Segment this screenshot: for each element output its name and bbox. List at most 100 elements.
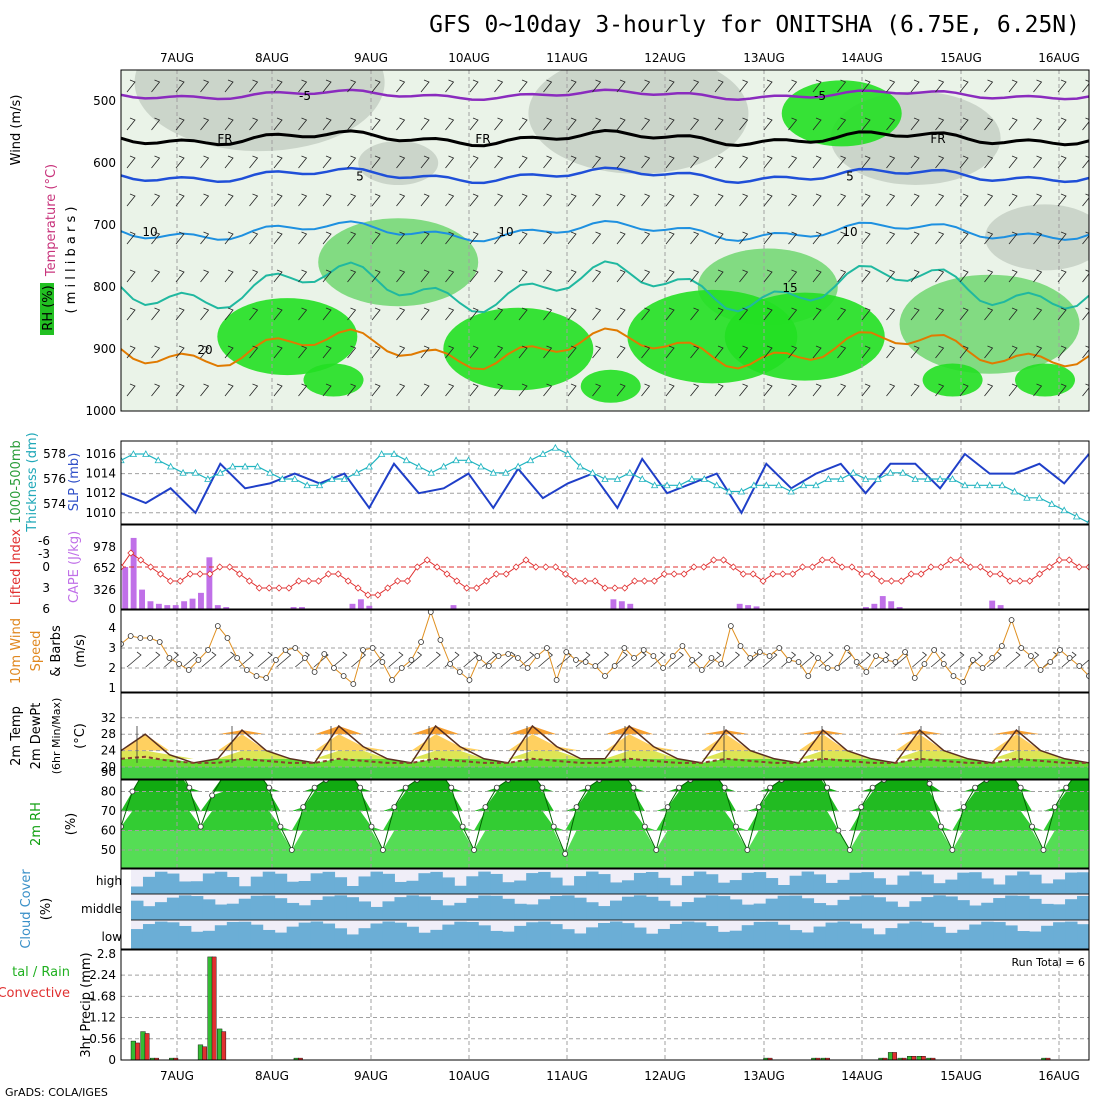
lifted-index-line-point	[394, 577, 402, 585]
top-date-label: 8AUG	[255, 51, 289, 65]
wind-barb	[175, 193, 185, 207]
wind-speed-line-point	[514, 655, 521, 661]
cloud-bar	[885, 901, 898, 920]
wind-speed-line-point	[447, 661, 454, 667]
wind-barb	[1082, 269, 1089, 283]
wind-barb	[273, 79, 283, 93]
cloud-bar	[310, 921, 324, 949]
wind-barb	[641, 345, 651, 359]
lifted-index-line-point	[571, 577, 579, 585]
cloud-bar	[981, 921, 994, 949]
cloud-bar	[693, 871, 707, 894]
rh-line-point	[653, 847, 660, 853]
rh-line-point	[323, 780, 329, 783]
temperature-contour	[121, 128, 1089, 148]
cloud-bar	[1017, 871, 1030, 894]
wind-barb	[714, 307, 724, 321]
lifted-index-line-point	[798, 563, 807, 571]
precip-convective-bar	[921, 1056, 926, 1060]
cape-bar	[172, 605, 179, 609]
tick-label: 90	[101, 765, 116, 779]
wind-barb	[739, 345, 749, 359]
cloud-bar	[969, 872, 982, 894]
rh-line-point	[482, 804, 489, 810]
wind-barb	[396, 79, 406, 93]
lifted-index-line-point	[759, 577, 767, 585]
wind-barb	[594, 651, 610, 668]
precip-total-bar	[907, 1056, 913, 1060]
wind-barb	[714, 345, 724, 359]
lifted-index-line-point	[719, 556, 728, 564]
rh-line-point	[881, 780, 887, 783]
wind-barb	[984, 269, 994, 283]
rh-line-point	[311, 784, 318, 791]
wind-speed-line-point	[921, 661, 928, 667]
cloud-bar	[1017, 931, 1030, 949]
precip-convective-bar	[911, 1056, 917, 1060]
wind-barb	[249, 269, 259, 283]
cloud-bar	[981, 902, 994, 920]
wind-barb	[371, 383, 381, 397]
wind-barb	[812, 307, 822, 321]
wind-barb	[665, 383, 675, 397]
cloud-bar	[538, 871, 551, 894]
thickness-line-point	[886, 468, 895, 476]
wind-barb	[322, 193, 332, 207]
cape-panel	[121, 525, 1089, 609]
wind-speed-line-point	[834, 665, 841, 671]
wind-barb	[812, 269, 822, 283]
wind-barb	[396, 307, 406, 321]
wind-barb	[886, 117, 896, 131]
lifted-index-line-point	[927, 563, 935, 571]
cloud-bar	[993, 898, 1006, 920]
rh-line-point	[539, 784, 546, 791]
cloud-bar	[873, 878, 886, 894]
lifted-index-line-point	[631, 577, 639, 585]
wind-barb	[175, 155, 185, 169]
thickness-line-point	[861, 475, 870, 482]
thickness-line-point	[762, 481, 771, 489]
cloud-bar	[370, 906, 383, 920]
thickness-line-point	[675, 481, 684, 489]
tick-label: 652	[93, 561, 116, 575]
wind-barb	[861, 193, 871, 207]
wind-barb	[494, 307, 504, 321]
wind-speed-line-point	[563, 649, 570, 655]
cloud-bar	[166, 922, 180, 949]
cloud-bar	[418, 932, 431, 949]
cloud-bar	[813, 903, 827, 920]
thickness-line-point	[377, 450, 386, 457]
wind-barb	[592, 345, 602, 359]
wind-speed-line-point	[311, 669, 318, 675]
cloud-bar	[729, 930, 743, 949]
cape-bar	[122, 567, 129, 609]
wind-barb	[298, 117, 308, 131]
cloud-bar	[1065, 921, 1078, 949]
wind-barb	[616, 155, 626, 169]
wind-barb	[1057, 117, 1067, 131]
wind-barb	[788, 345, 798, 359]
cloud-bar	[274, 873, 288, 894]
wind-speed-line-point	[573, 657, 579, 663]
lifted-index-line-point	[690, 563, 698, 571]
rh-line-point	[380, 847, 386, 853]
wind-speed-line-point	[418, 639, 424, 645]
wind-barb	[1082, 307, 1089, 321]
cloud-bar	[633, 872, 647, 894]
wind-barb	[1057, 345, 1067, 359]
lifted-index-line-point	[1085, 563, 1089, 571]
wind-barb	[126, 117, 136, 131]
tick-label: 0	[108, 1053, 116, 1067]
wind-barb	[763, 269, 773, 283]
cloud-bar	[370, 923, 383, 949]
cloud-bar	[897, 875, 910, 894]
thickness-line-point	[1048, 500, 1056, 507]
cloud-bar	[502, 882, 515, 894]
lifted-index-line-point	[789, 570, 797, 578]
lifted-index-line-point	[878, 577, 886, 585]
thickness-line-point	[750, 481, 758, 489]
wind-barb	[886, 155, 896, 169]
wind-barb	[837, 231, 847, 245]
wind-barb	[616, 79, 626, 93]
cloud-bar	[825, 905, 839, 920]
